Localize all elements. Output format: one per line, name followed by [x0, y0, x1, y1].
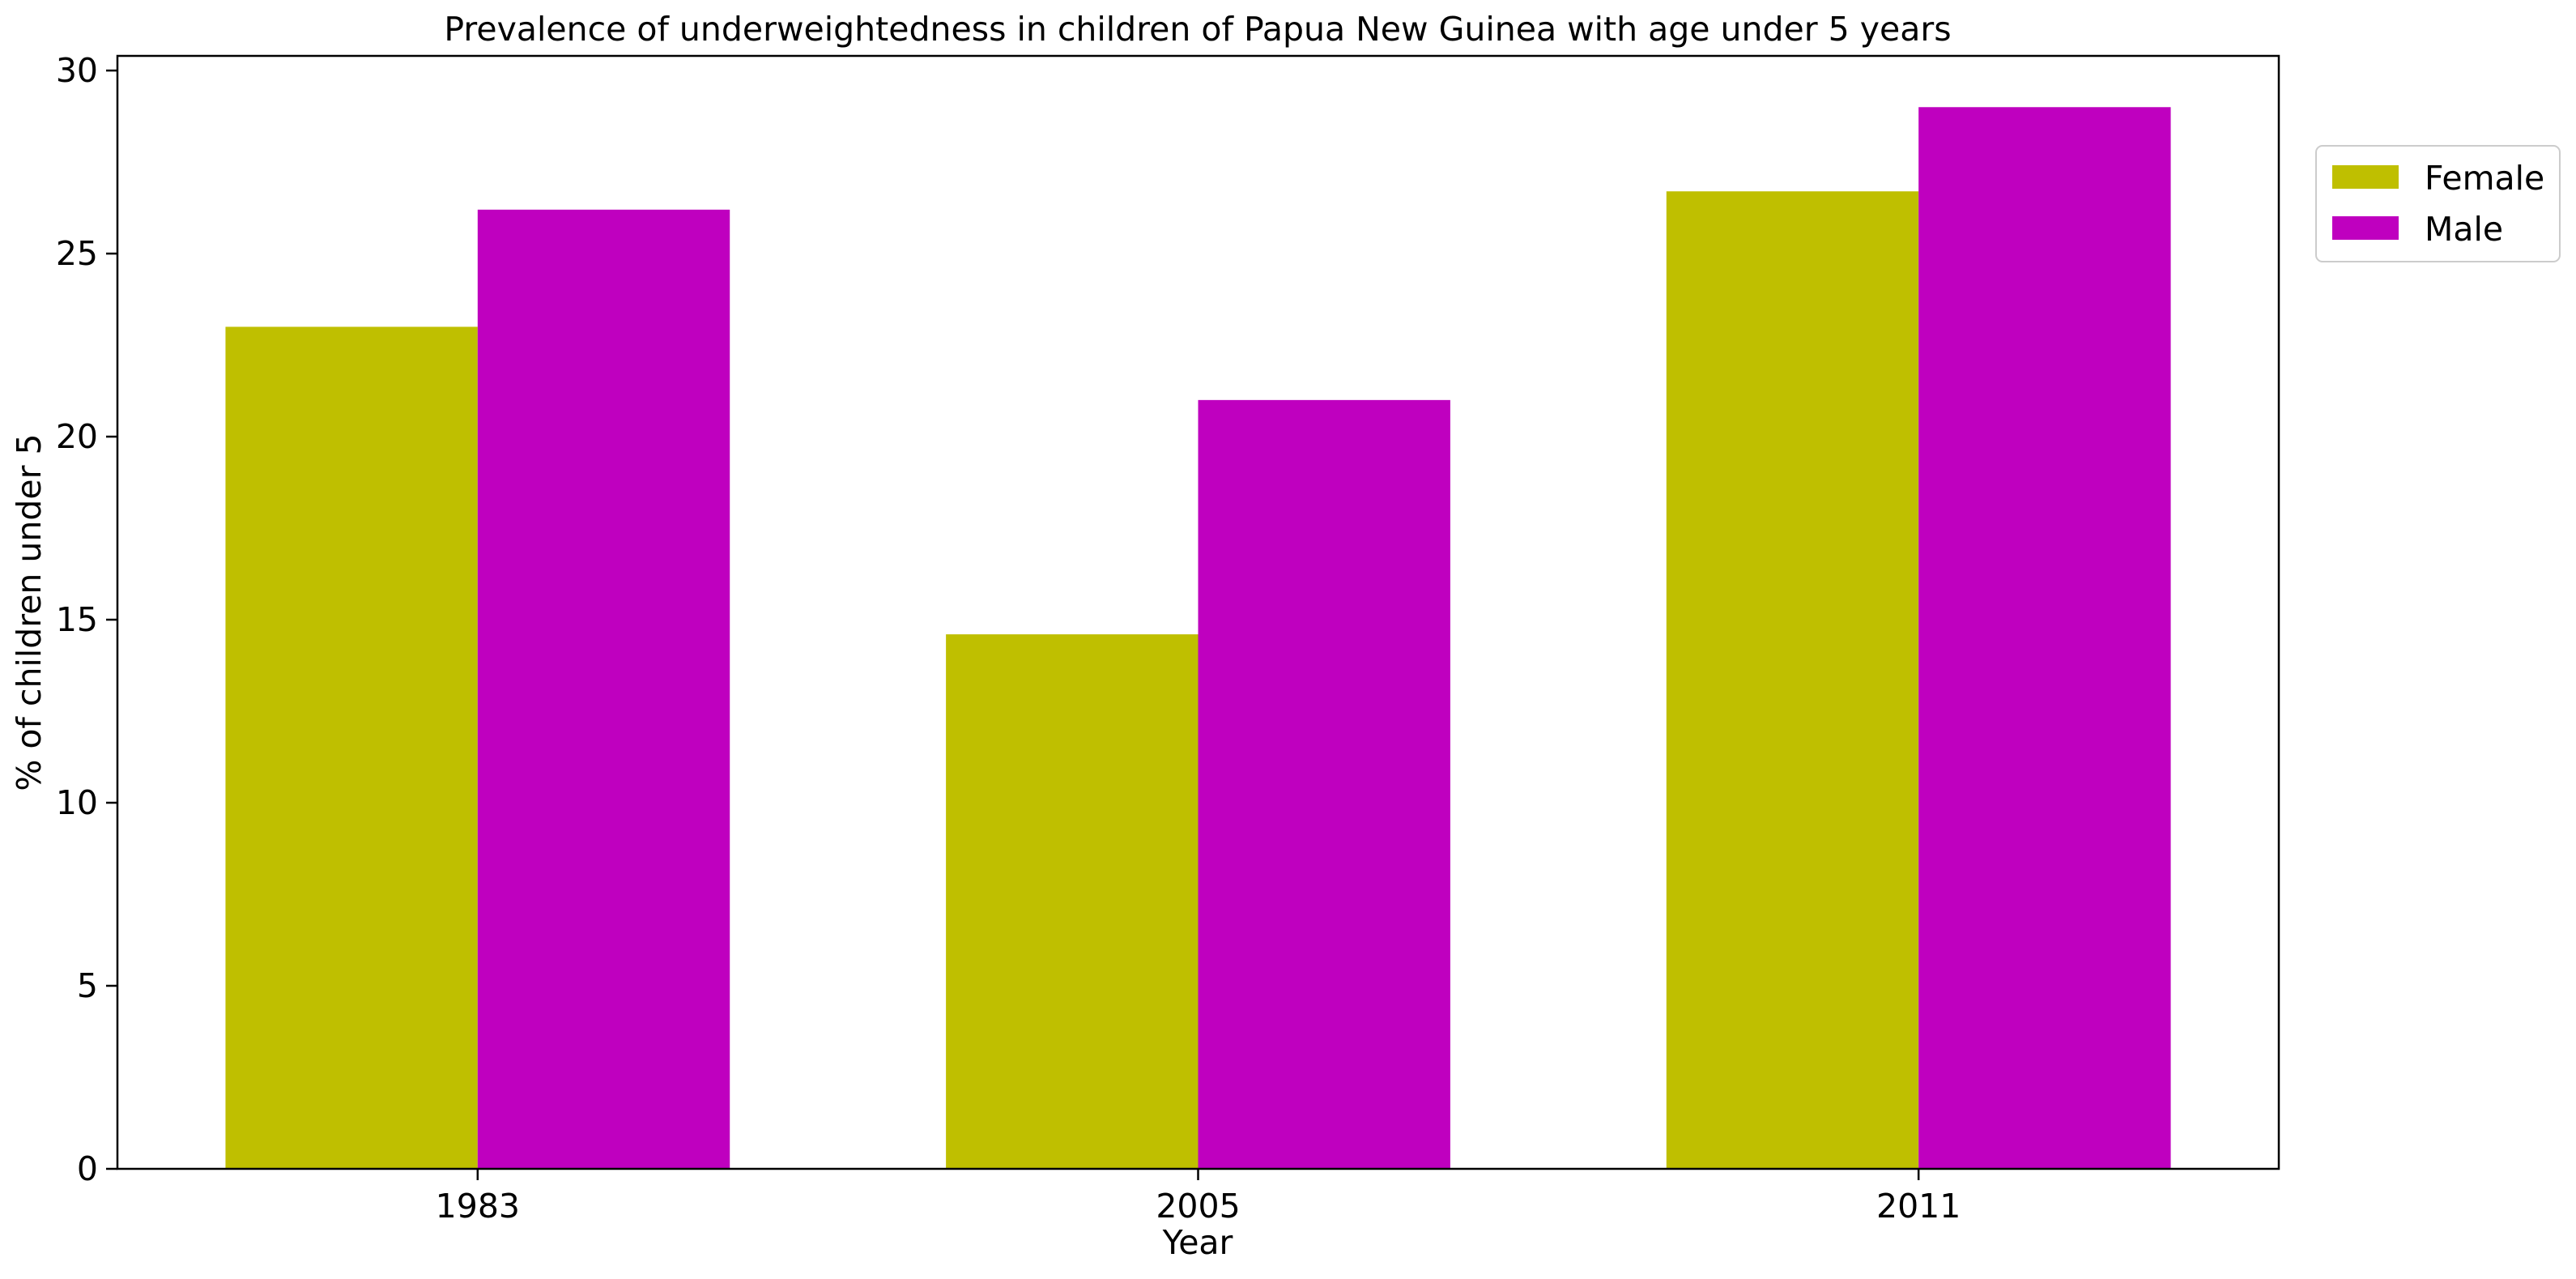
x-tick-label: 2005 — [1156, 1187, 1240, 1226]
bar-male-2005 — [1198, 399, 1450, 1170]
x-axis: 1983 2005 2011 — [436, 1169, 1961, 1226]
chart-title: Prevalence of underweightedness in child… — [444, 10, 1951, 49]
y-tick-label: 20 — [56, 417, 98, 456]
y-axis: 0 5 10 15 20 25 30 — [56, 51, 117, 1188]
legend-swatch-male — [2332, 216, 2399, 240]
bar-female-1983 — [225, 326, 478, 1169]
y-tick-label: 15 — [56, 600, 98, 639]
legend-swatch-female — [2332, 165, 2399, 189]
y-tick-label: 25 — [56, 234, 98, 273]
x-axis-label: Year — [1162, 1223, 1233, 1262]
legend-label-female: Female — [2425, 159, 2544, 198]
bar-female-2011 — [1666, 191, 1919, 1170]
x-tick-label: 2011 — [1876, 1187, 1961, 1226]
bar-female-2005 — [946, 634, 1199, 1169]
bar-male-1983 — [477, 209, 730, 1169]
y-tick-label: 10 — [56, 783, 98, 822]
x-tick-label: 1983 — [436, 1187, 520, 1226]
bars-group — [225, 107, 2171, 1170]
y-axis-label: % of children under 5 — [10, 433, 49, 791]
y-tick-label: 30 — [56, 51, 98, 90]
y-tick-label: 0 — [77, 1149, 98, 1188]
y-tick-label: 5 — [77, 966, 98, 1005]
legend: Female Male — [2315, 145, 2561, 262]
bar-male-2011 — [1918, 107, 2171, 1169]
legend-label-male: Male — [2425, 210, 2503, 249]
